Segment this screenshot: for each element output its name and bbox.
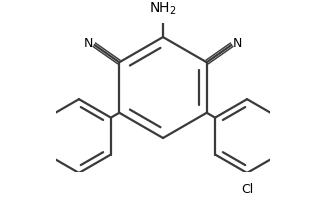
Text: Cl: Cl [241, 183, 253, 196]
Text: N: N [84, 36, 93, 49]
Text: NH$_2$: NH$_2$ [149, 1, 177, 17]
Text: N: N [233, 36, 242, 49]
